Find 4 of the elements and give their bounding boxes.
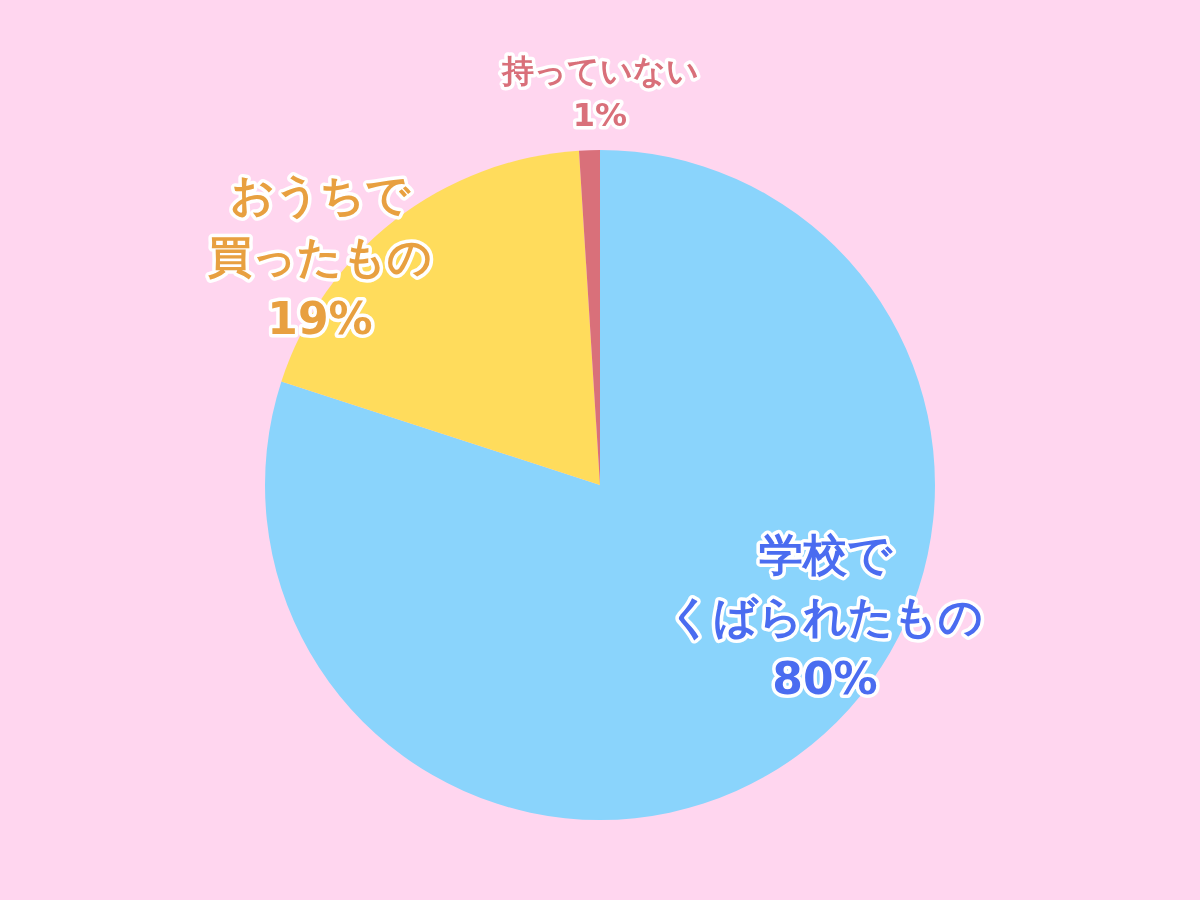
data-label: 1% <box>572 96 628 135</box>
slice-label: おうちで買ったもの <box>208 169 432 282</box>
slice-label: 持っていない <box>500 51 699 90</box>
data-label: 80% <box>772 652 878 704</box>
